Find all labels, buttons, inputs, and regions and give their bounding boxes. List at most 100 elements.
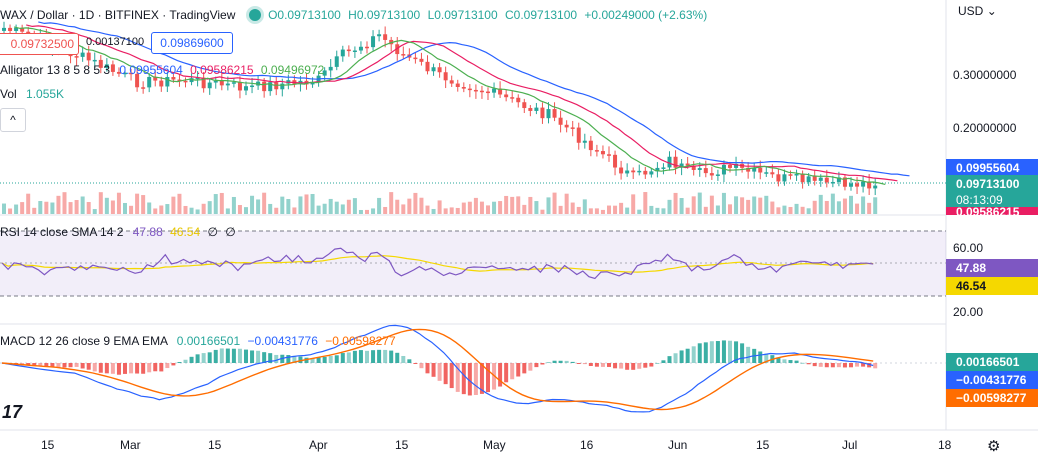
macd-hist-bar: [365, 350, 369, 363]
rsi-extra-1: ∅: [207, 225, 218, 239]
volume-bar: [479, 201, 484, 214]
ohlc-open: O0.09713100: [268, 8, 341, 22]
volume-legend[interactable]: Vol 1.055K: [0, 87, 64, 101]
tradingview-logo[interactable]: 17: [2, 402, 23, 422]
macd-hist-bar: [613, 363, 618, 369]
candle: [110, 64, 115, 72]
candle: [473, 89, 478, 92]
candle: [516, 97, 521, 103]
candle: [80, 52, 85, 57]
rsi-axis-label: 60.00: [953, 241, 984, 255]
volume-bar: [631, 194, 636, 214]
volume-bar: [691, 196, 696, 214]
volume-bar: [98, 192, 103, 214]
macd-hist-bar: [141, 363, 146, 374]
volume-bar: [594, 208, 599, 214]
macd-hist-bar: [758, 351, 763, 363]
macd-hist-bar: [20, 363, 25, 365]
macd-legend[interactable]: MACD 12 26 close 9 EMA EMA 0.00166501 −0…: [0, 334, 396, 348]
candle: [655, 167, 660, 172]
volume-bar: [697, 192, 702, 214]
candle: [619, 167, 624, 174]
candle: [830, 181, 835, 184]
candle: [861, 181, 866, 187]
ohlc-high: H0.09713100: [348, 8, 421, 22]
volume-bar: [649, 205, 654, 214]
macd-hist-bar: [818, 363, 823, 367]
volume-value: 1.055K: [26, 87, 65, 101]
rsi-legend[interactable]: RSI 14 close SMA 14 2 47.88 46.54 ∅ ∅: [0, 225, 236, 239]
candle: [486, 91, 490, 94]
macd-hist-bar: [498, 363, 503, 387]
volume-bar: [655, 207, 660, 214]
symbol-title[interactable]: WAX / Dollar · 1D · BITFINEX · TradingVi…: [0, 8, 236, 22]
macd-hist-bar: [207, 352, 212, 363]
candle: [782, 174, 787, 182]
currency-label: USD: [958, 4, 984, 18]
candle: [637, 170, 642, 173]
candle: [455, 83, 460, 87]
candle: [546, 109, 551, 119]
macd-hist-bar: [728, 340, 732, 363]
volume-bar: [625, 207, 630, 214]
candle: [334, 56, 339, 67]
volume-bar: [38, 201, 43, 214]
candle: [425, 61, 430, 72]
macd-hist-bar: [262, 352, 267, 363]
volume-bar: [431, 208, 436, 214]
macd-hist-bar: [310, 358, 315, 363]
volume-title: Vol: [0, 87, 17, 101]
macd-title: MACD 12 26 close 9 EMA EMA: [0, 334, 168, 348]
buy-button[interactable]: 0.09869600: [151, 32, 233, 54]
gear-icon[interactable]: ⚙: [987, 438, 1001, 455]
candle: [225, 83, 230, 86]
symbol-legend: WAX / Dollar · 1D · BITFINEX · TradingVi…: [0, 8, 711, 22]
time-axis-label: 16: [580, 438, 594, 452]
alligator-jaw-tag: 0.09955604: [946, 159, 1038, 177]
macd-hist-bar: [86, 363, 91, 370]
volume-bar: [679, 198, 684, 214]
candle: [171, 77, 176, 80]
volume-bar: [104, 197, 109, 214]
rsi-axis-label: 20.00: [953, 305, 984, 319]
collapse-legend-button[interactable]: ^: [0, 108, 26, 132]
macd-hist-bar: [746, 346, 751, 363]
volume-bar: [20, 202, 25, 214]
macd-hist-bar: [734, 341, 739, 363]
volume-bar: [14, 204, 19, 214]
sell-button[interactable]: 0.09732500: [0, 33, 79, 55]
alligator-legend[interactable]: Alligator 13 8 5 8 5 3 0.09955604 0.0958…: [0, 63, 324, 77]
candle: [135, 73, 140, 88]
last-price-value: 0.09713100: [956, 177, 1020, 191]
macd-hist-bar: [637, 363, 642, 369]
currency-selector[interactable]: USD ⌄: [958, 4, 997, 18]
volume-bar: [407, 198, 412, 214]
macd-hist-bar: [147, 363, 152, 373]
volume-bar: [467, 201, 472, 214]
alligator-title: Alligator 13 8 5 8 5 3: [0, 63, 111, 77]
volume-bar: [764, 195, 769, 214]
candle: [183, 80, 188, 83]
candle: [776, 174, 781, 182]
volume-bar: [806, 208, 811, 214]
candle: [498, 88, 503, 95]
macd-hist-bar: [328, 355, 333, 363]
candle: [600, 151, 605, 155]
candle: [800, 174, 805, 183]
volume-bar: [830, 193, 835, 214]
macd-hist-bar: [540, 363, 545, 365]
volume-bar: [389, 192, 394, 214]
macd-hist-bar: [655, 362, 660, 364]
macd-hist-bar: [800, 362, 805, 364]
time-axis-label: 15: [41, 438, 55, 452]
volume-bar: [516, 196, 521, 214]
candle: [721, 164, 726, 175]
macd-hist-bar: [661, 360, 666, 363]
macd-hist-bar: [177, 362, 182, 364]
macd-hist-bar: [201, 353, 206, 363]
volume-bar: [492, 201, 497, 214]
chevron-up-icon: ^: [10, 113, 16, 127]
candle: [177, 79, 182, 82]
volume-bar: [564, 193, 569, 214]
